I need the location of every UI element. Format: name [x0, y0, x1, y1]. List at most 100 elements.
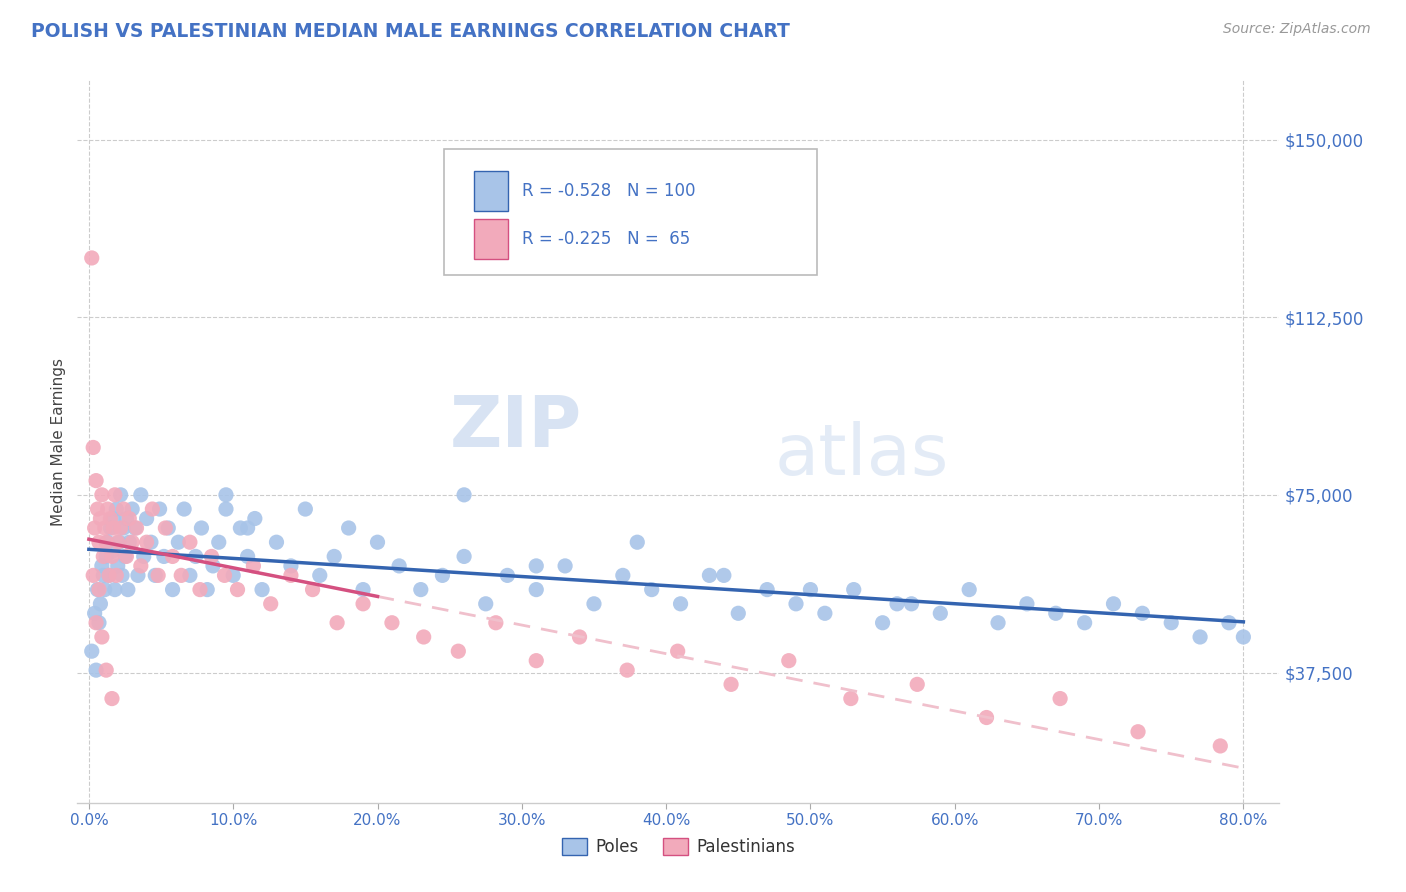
Point	[929, 607, 952, 621]
Point	[96, 535, 118, 549]
Point	[266, 535, 288, 549]
Point	[110, 488, 132, 502]
Point	[83, 521, 105, 535]
Point	[242, 558, 264, 573]
Point	[80, 644, 103, 658]
FancyBboxPatch shape	[474, 171, 508, 211]
Point	[294, 502, 316, 516]
Point	[91, 549, 114, 564]
Point	[778, 654, 800, 668]
Point	[89, 597, 111, 611]
Point	[127, 568, 149, 582]
Point	[132, 549, 155, 564]
Point	[229, 521, 252, 535]
Point	[167, 535, 190, 549]
Point	[215, 502, 238, 516]
Point	[1102, 597, 1125, 611]
Point	[87, 615, 110, 630]
Point	[839, 691, 862, 706]
Point	[101, 544, 124, 558]
Point	[114, 549, 136, 564]
Point	[485, 615, 508, 630]
Point	[90, 630, 112, 644]
Point	[301, 582, 323, 597]
Point	[98, 568, 121, 582]
Point	[112, 502, 135, 516]
Point	[105, 502, 128, 516]
Point	[1160, 615, 1182, 630]
Point	[280, 558, 302, 573]
Point	[135, 535, 157, 549]
Point	[179, 568, 201, 582]
Point	[616, 663, 638, 677]
Point	[179, 535, 201, 549]
Point	[432, 568, 454, 582]
Point	[280, 568, 302, 582]
Point	[184, 549, 207, 564]
Point	[101, 549, 124, 564]
Point	[905, 677, 928, 691]
Point	[337, 521, 360, 535]
Point	[756, 582, 779, 597]
Point	[412, 630, 434, 644]
Point	[474, 597, 496, 611]
Point	[713, 568, 735, 582]
Point	[90, 558, 112, 573]
Point	[352, 597, 374, 611]
Point	[139, 535, 162, 549]
Point	[1049, 691, 1071, 706]
Point	[842, 582, 865, 597]
Point	[699, 568, 721, 582]
Point	[129, 558, 152, 573]
Point	[447, 644, 470, 658]
Text: ZIP: ZIP	[450, 392, 582, 461]
Point	[201, 558, 224, 573]
Point	[785, 597, 807, 611]
Text: R = -0.528   N = 100: R = -0.528 N = 100	[522, 182, 696, 200]
Point	[215, 488, 238, 502]
Point	[87, 582, 110, 597]
Point	[107, 558, 129, 573]
Point	[80, 251, 103, 265]
Point	[86, 502, 108, 516]
Point	[173, 502, 195, 516]
Point	[87, 535, 110, 549]
Point	[110, 521, 132, 535]
Point	[129, 488, 152, 502]
Point	[308, 568, 330, 582]
Point	[107, 535, 129, 549]
Point	[1209, 739, 1232, 753]
Point	[84, 474, 107, 488]
Point	[101, 691, 124, 706]
Point	[957, 582, 980, 597]
Point	[118, 511, 141, 525]
Point	[121, 535, 143, 549]
Point	[453, 488, 475, 502]
Point	[900, 597, 922, 611]
Point	[222, 568, 245, 582]
Point	[104, 488, 127, 502]
Point	[352, 582, 374, 597]
Point	[243, 511, 266, 525]
Point	[84, 663, 107, 677]
FancyBboxPatch shape	[444, 149, 817, 276]
Point	[250, 582, 273, 597]
Point	[190, 521, 212, 535]
Point	[582, 597, 605, 611]
Point	[641, 582, 664, 597]
Point	[188, 582, 211, 597]
Point	[814, 607, 837, 621]
Point	[103, 521, 125, 535]
Point	[100, 521, 122, 535]
Point	[153, 549, 176, 564]
Point	[115, 511, 138, 525]
Point	[388, 558, 411, 573]
Point	[409, 582, 432, 597]
FancyBboxPatch shape	[474, 219, 508, 259]
Point	[1232, 630, 1254, 644]
Point	[1126, 724, 1149, 739]
Point	[260, 597, 283, 611]
Point	[118, 535, 141, 549]
Point	[326, 615, 349, 630]
Point	[82, 441, 104, 455]
